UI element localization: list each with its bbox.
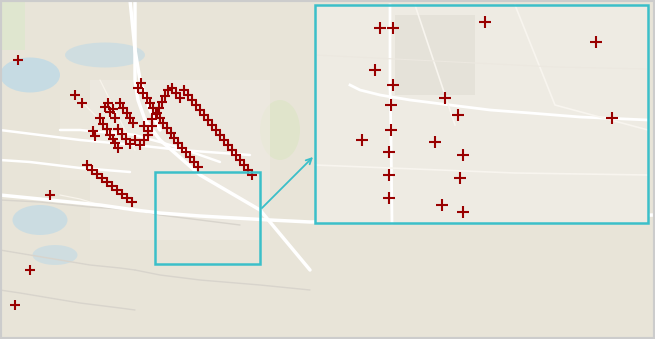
Bar xyxy=(315,5,648,223)
Bar xyxy=(60,100,110,180)
Ellipse shape xyxy=(260,100,300,160)
Bar xyxy=(0,0,25,50)
Bar xyxy=(315,5,648,223)
Bar xyxy=(90,80,270,240)
Ellipse shape xyxy=(0,58,60,93)
Ellipse shape xyxy=(65,42,145,67)
Bar xyxy=(395,15,475,95)
Bar xyxy=(155,172,260,264)
Ellipse shape xyxy=(12,205,67,235)
Ellipse shape xyxy=(33,245,77,265)
